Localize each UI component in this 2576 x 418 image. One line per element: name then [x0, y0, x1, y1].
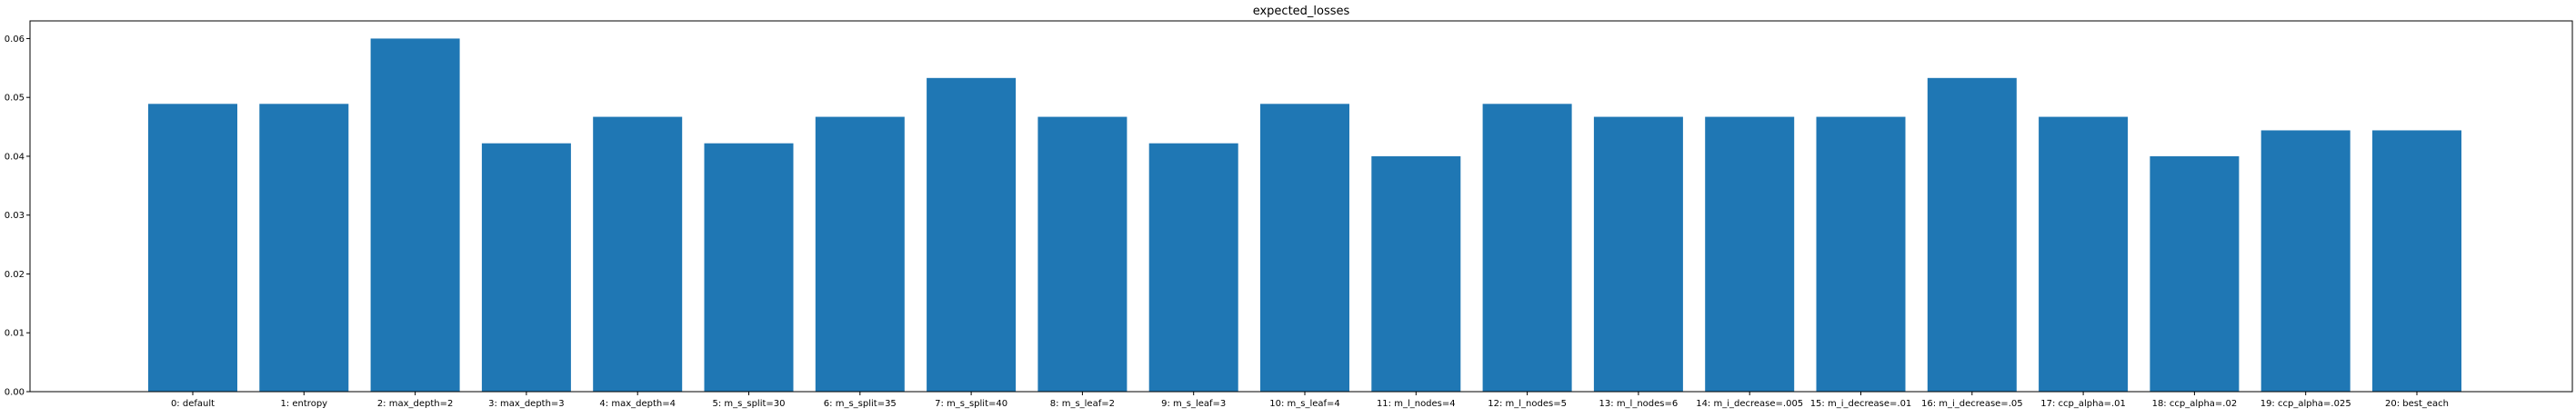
bar-8: [1037, 116, 1128, 393]
bar-12: [1482, 104, 1572, 393]
bar-16: [1927, 77, 2017, 393]
x-tick-label-9: 9: m_s_leaf=3: [1161, 399, 1226, 409]
bar-15: [1816, 116, 1906, 393]
y-tick-label-0: 0.00: [5, 388, 25, 398]
bar-1: [259, 104, 349, 393]
x-tick-label-7: 7: m_s_split=40: [935, 399, 1007, 409]
bar-9: [1148, 143, 1238, 392]
y-axis: 0.00 0.01 0.02 0.03 0.04 0.05 0.06: [5, 35, 30, 398]
x-tick-label-8: 8: m_s_leaf=2: [1050, 399, 1115, 409]
bars-layer: [148, 38, 2461, 393]
bar-0: [148, 104, 237, 393]
bar-13: [1593, 116, 1683, 393]
x-tick-label-18: 18: ccp_alpha=.02: [2152, 399, 2238, 409]
x-tick-label-19: 19: ccp_alpha=.025: [2260, 399, 2351, 409]
bar-18: [2150, 155, 2240, 392]
y-tick-label-2: 0.02: [5, 270, 25, 280]
x-axis: 0: default 1: entropy 2: max_depth=2 3: max…: [171, 392, 2449, 409]
bar-7: [927, 77, 1017, 393]
x-tick-label-12: 12: m_l_nodes=5: [1488, 399, 1567, 409]
x-tick-label-15: 15: m_i_decrease=.01: [1810, 399, 1912, 409]
x-tick-label-0: 0: default: [171, 399, 215, 409]
bar-19: [2260, 130, 2350, 392]
bar-4: [593, 116, 683, 393]
x-tick-label-11: 11: m_l_nodes=4: [1377, 399, 1456, 409]
x-tick-label-1: 1: entropy: [280, 399, 327, 409]
bar-3: [481, 143, 571, 392]
x-tick-label-13: 13: m_l_nodes=6: [1599, 399, 1679, 409]
x-tick-label-3: 3: max_depth=3: [488, 399, 565, 409]
chart-title: expected_losses: [1253, 5, 1350, 18]
y-tick-label-4: 0.04: [5, 152, 25, 162]
bar-14: [1705, 116, 1795, 393]
bar-10: [1260, 104, 1349, 393]
bar-5: [704, 143, 794, 392]
y-tick-label-3: 0.03: [5, 211, 25, 221]
x-tick-label-6: 6: m_s_split=35: [824, 399, 897, 409]
bar-6: [815, 116, 905, 393]
bar-20: [2372, 130, 2461, 392]
y-tick-label-6: 0.06: [5, 35, 25, 45]
y-tick-label-1: 0.01: [5, 329, 25, 339]
bar-11: [1371, 155, 1461, 392]
x-tick-label-4: 4: max_depth=4: [599, 399, 676, 409]
x-tick-label-10: 10: m_s_leaf=4: [1269, 399, 1340, 409]
x-tick-label-14: 14: m_i_decrease=.005: [1696, 399, 1803, 409]
x-tick-label-2: 2: max_depth=2: [377, 399, 454, 409]
x-tick-label-16: 16: m_i_decrease=.05: [1921, 399, 2023, 409]
y-tick-label-5: 0.05: [5, 94, 25, 104]
bar-2: [370, 38, 460, 393]
bar-17: [2039, 116, 2129, 393]
x-tick-label-5: 5: m_s_split=30: [713, 399, 786, 409]
x-tick-label-20: 20: best_each: [2385, 399, 2449, 409]
x-tick-label-17: 17: ccp_alpha=.01: [2040, 399, 2126, 409]
plot-frame: [29, 20, 2573, 393]
